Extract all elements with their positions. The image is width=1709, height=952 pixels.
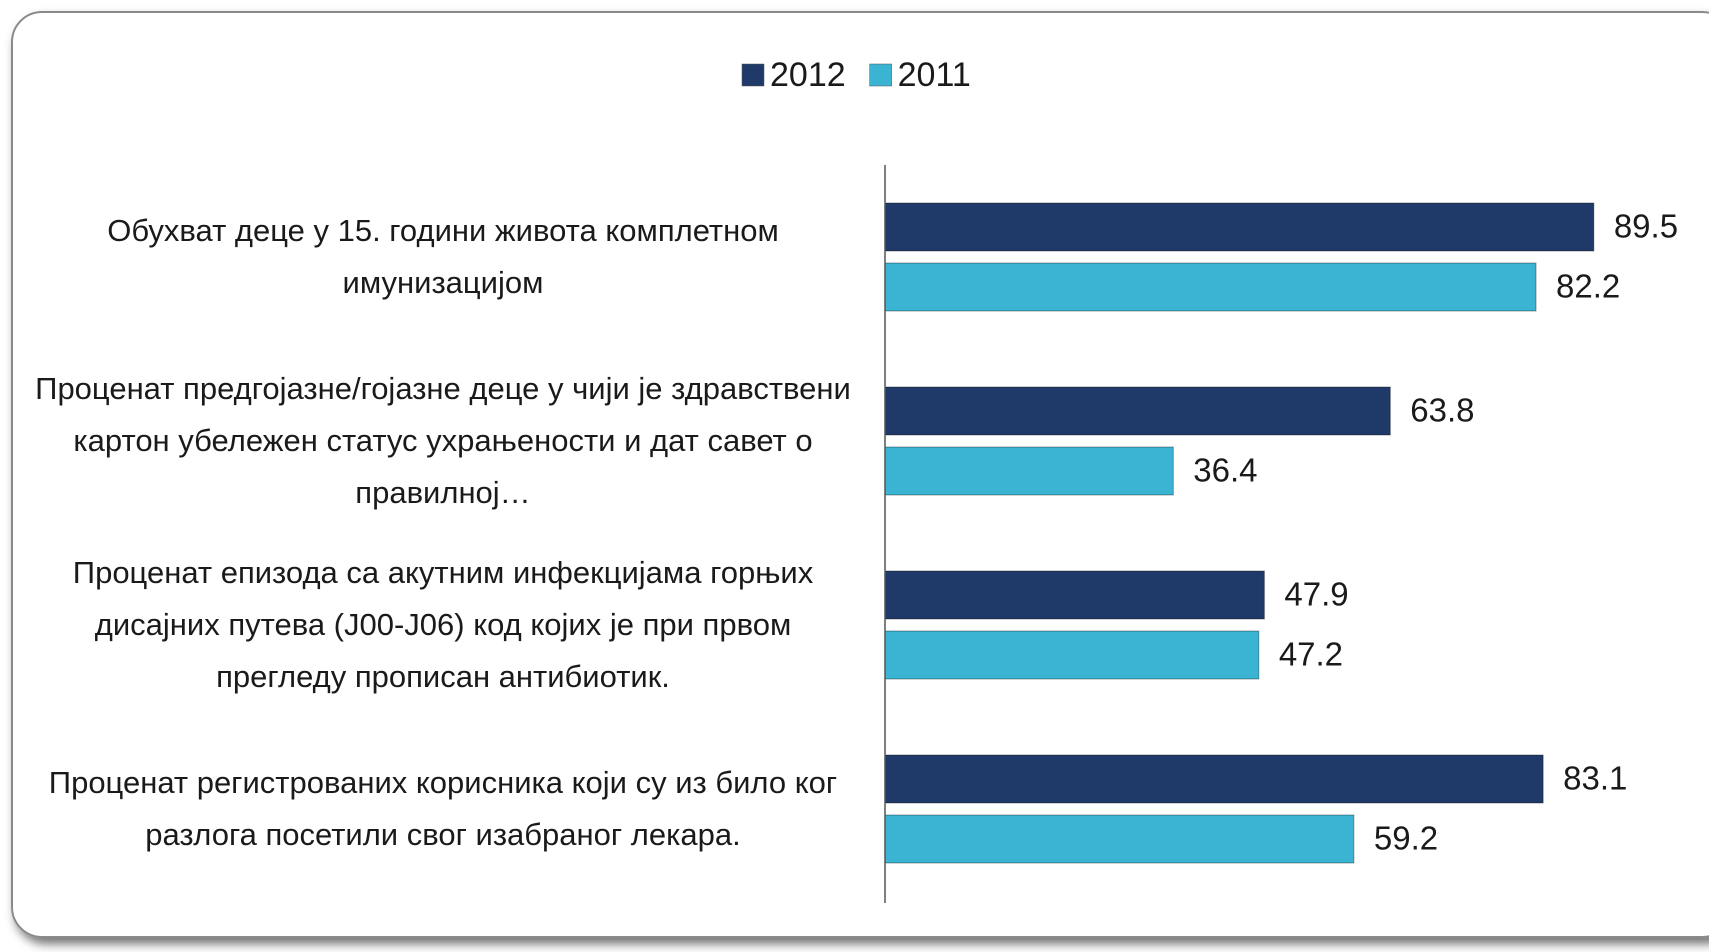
legend-swatch — [869, 63, 892, 87]
legend-label: 2012 — [770, 56, 846, 94]
bar — [884, 814, 1355, 864]
data-label: 59.2 — [1374, 820, 1438, 857]
bar — [884, 386, 1391, 436]
legend-label: 2011 — [898, 56, 971, 94]
data-label: 89.5 — [1614, 208, 1678, 245]
data-label: 47.2 — [1279, 636, 1343, 673]
data-label: 36.4 — [1193, 452, 1257, 489]
data-label: 63.8 — [1410, 392, 1474, 429]
category-label: Обухват деце у 15. години живота комплет… — [107, 213, 779, 300]
bar — [884, 202, 1595, 252]
category-label: Проценат предгојазне/гојазне деце у чији… — [35, 371, 851, 510]
legend-swatch — [741, 63, 765, 87]
bar — [884, 630, 1260, 680]
data-label: 83.1 — [1563, 760, 1627, 797]
bar — [884, 570, 1265, 620]
bar — [884, 262, 1537, 312]
category-label: Проценат регистрованих корисника који су… — [48, 765, 838, 852]
data-label: 82.2 — [1556, 268, 1620, 305]
bar — [884, 446, 1174, 496]
data-label: 47.9 — [1284, 576, 1348, 613]
bar — [884, 754, 1544, 804]
category-label: Проценат епизода са акутним инфекцијама … — [72, 555, 814, 694]
